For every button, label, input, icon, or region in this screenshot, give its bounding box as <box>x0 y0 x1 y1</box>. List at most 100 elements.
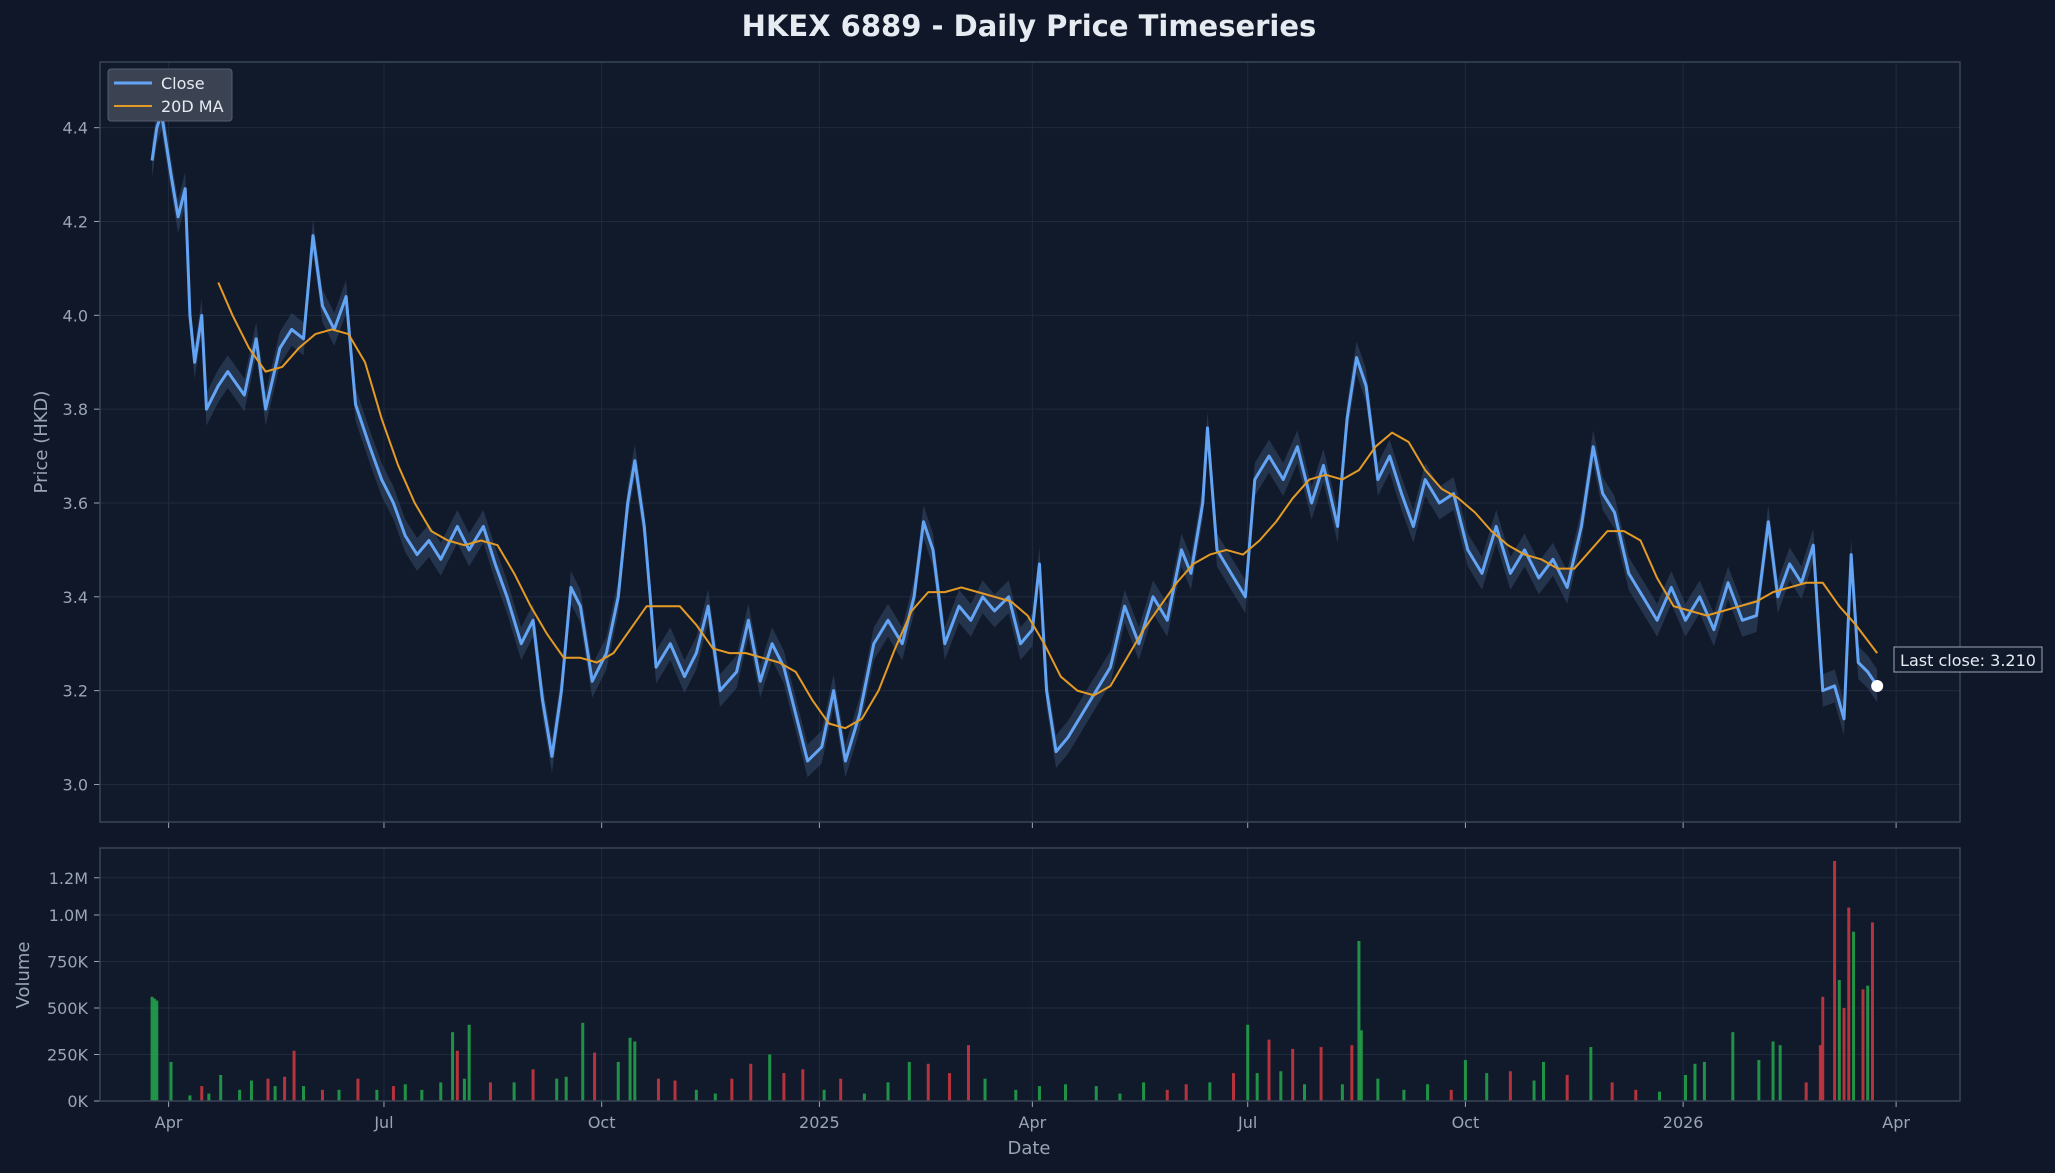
volume-bar <box>302 1086 306 1101</box>
volume-bar <box>673 1080 677 1101</box>
volume-bar <box>1508 1071 1512 1101</box>
volume-bar <box>628 1037 632 1101</box>
date-axis-label: Date <box>1007 1138 1050 1159</box>
volume-bar <box>1014 1089 1018 1101</box>
volume-bar <box>1463 1060 1467 1101</box>
volume-bar <box>531 1069 535 1101</box>
volume-panel-background <box>100 848 1960 1101</box>
volume-bar <box>391 1086 395 1101</box>
volume-bar <box>207 1093 211 1101</box>
volume-bar <box>966 1045 970 1101</box>
volume-bar <box>1232 1073 1236 1101</box>
volume-bar <box>1833 861 1837 1101</box>
volume-bar <box>1485 1073 1489 1101</box>
volume-y-tick-label: 0K <box>67 1092 88 1111</box>
volume-bar <box>1037 1086 1041 1101</box>
volume-bar <box>292 1050 296 1101</box>
volume-bar <box>1279 1071 1283 1101</box>
volume-bar <box>1118 1093 1122 1101</box>
volume-bar <box>1267 1039 1271 1101</box>
volume-bar <box>155 1000 159 1101</box>
volume-bar <box>581 1022 585 1101</box>
volume-bar <box>337 1089 341 1101</box>
price-axis-label: Price (HKD) <box>31 391 52 494</box>
volume-bar <box>801 1069 805 1101</box>
volume-y-tick-label: 750K <box>47 952 89 971</box>
volume-bar <box>1359 1030 1363 1101</box>
chart-title: HKEX 6889 - Daily Price Timeseries <box>742 9 1317 43</box>
volume-bar <box>249 1080 253 1101</box>
volume-bar <box>512 1082 516 1101</box>
volume-bar <box>403 1084 407 1101</box>
volume-bar <box>1094 1086 1098 1101</box>
volume-bar <box>1821 996 1825 1101</box>
volume-bar <box>1142 1082 1146 1101</box>
volume-axis-label: Volume <box>13 942 34 1009</box>
volume-bar <box>1861 989 1865 1101</box>
volume-bar <box>983 1078 987 1101</box>
x-tick-label: 2026 <box>1663 1113 1704 1132</box>
volume-bar <box>782 1073 786 1101</box>
volume-bar <box>768 1054 772 1101</box>
volume-panel-border <box>99 847 1961 1102</box>
price-y-tick-label: 4.2 <box>63 213 88 232</box>
volume-bar <box>1063 1084 1067 1101</box>
volume-bar <box>1657 1091 1661 1101</box>
volume-bar <box>1847 907 1851 1101</box>
legend-ma-label: 20D MA <box>161 97 224 116</box>
volume-bar <box>1842 1007 1846 1101</box>
volume-bar <box>320 1089 324 1101</box>
volume-bar <box>616 1061 620 1101</box>
volume-bar <box>273 1086 277 1101</box>
volume-bar <box>356 1078 360 1101</box>
volume-bar <box>839 1078 843 1101</box>
volume-bar <box>462 1078 466 1101</box>
legend: Close 20D MA <box>107 68 233 122</box>
volume-bar <box>1804 1082 1808 1101</box>
ma-line <box>217 282 1878 730</box>
x-tick-label: Jul <box>1237 1113 1257 1132</box>
volume-bar <box>1702 1061 1706 1101</box>
volume-bar <box>1357 941 1361 1101</box>
volume-bar <box>862 1093 866 1101</box>
volume-bar <box>1402 1089 1406 1101</box>
volume-bar <box>219 1074 223 1101</box>
last-close-annotation: Last close: 3.210 <box>1893 646 2043 673</box>
volume-bar <box>926 1063 930 1101</box>
volume-bar <box>152 998 156 1101</box>
volume-bar <box>1757 1060 1761 1101</box>
close-line <box>150 112 1879 763</box>
price-y-tick-label: 4.0 <box>63 306 88 325</box>
volume-y-tick-label: 1.2M <box>49 869 88 888</box>
volume-bar <box>420 1089 424 1101</box>
volume-bar <box>633 1041 637 1101</box>
volume-bar <box>948 1073 952 1101</box>
volume-bar <box>1255 1073 1259 1101</box>
x-tick-label: Oct <box>588 1113 616 1132</box>
volume-bar <box>1634 1089 1638 1101</box>
volume-y-tick-label: 1.0M <box>49 906 88 925</box>
volume-bar <box>467 1024 471 1101</box>
volume-bar <box>1350 1045 1354 1101</box>
volume-bar <box>1426 1084 1430 1101</box>
volume-bar <box>150 996 154 1101</box>
volume-bar <box>1376 1078 1380 1101</box>
volume-bar <box>169 1061 173 1101</box>
x-tick-label: Apr <box>1882 1113 1910 1132</box>
x-tick-label: 2025 <box>799 1113 840 1132</box>
x-tick-label: Jul <box>373 1113 393 1132</box>
volume-bar <box>1731 1032 1735 1101</box>
volume-bar <box>1589 1047 1593 1101</box>
volume-bar <box>488 1082 492 1101</box>
x-tick-label: Apr <box>1019 1113 1047 1132</box>
price-y-tick-label: 3.6 <box>63 494 88 513</box>
volume-bar <box>694 1089 698 1101</box>
volume-bar <box>451 1032 455 1101</box>
price-panel: 3.0 3.2 3.4 3.6 3.8 4.0 4.2 4.4 <box>63 61 1961 828</box>
legend-close-label: Close <box>161 74 205 93</box>
volume-bar <box>1532 1080 1536 1101</box>
volume-bar <box>730 1078 734 1101</box>
price-panel-background <box>100 62 1960 822</box>
